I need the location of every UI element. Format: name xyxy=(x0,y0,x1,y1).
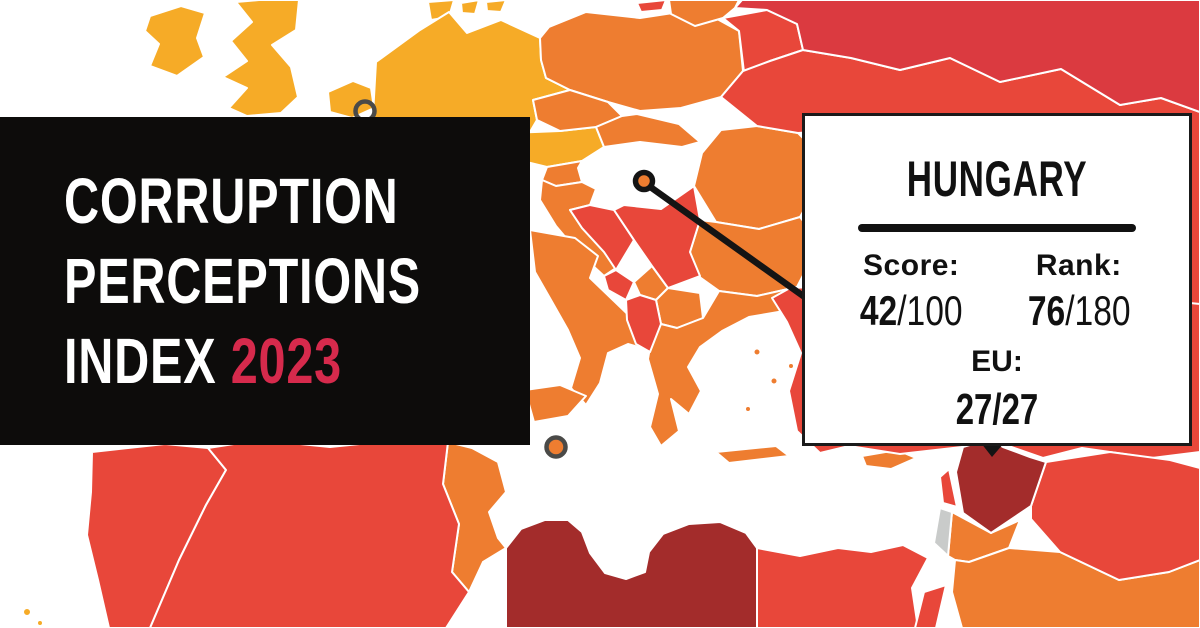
country-ireland xyxy=(144,5,206,77)
country-albania xyxy=(625,294,662,353)
score-stat: Score: 42/100 xyxy=(847,249,975,335)
rank-denominator: /180 xyxy=(1064,287,1131,334)
callout-tail xyxy=(981,443,1004,457)
title-index-word: INDEX xyxy=(64,325,231,397)
country-palestine xyxy=(933,507,953,557)
aegean-islands xyxy=(744,347,795,413)
country-russia xyxy=(734,0,1200,113)
title-year: 2023 xyxy=(230,325,342,397)
rank-stat: Rank: 76/180 xyxy=(1015,249,1143,335)
rank-label: Rank: xyxy=(1035,249,1122,282)
country-sinai xyxy=(914,584,947,628)
country-great-britain xyxy=(222,0,300,117)
score-number: 42 xyxy=(859,287,898,334)
country-italy xyxy=(529,229,662,406)
country-greece xyxy=(647,286,798,447)
country-crete xyxy=(715,445,790,464)
country-serbia xyxy=(613,185,701,289)
country-sicily xyxy=(524,384,587,423)
eu-label: EU: xyxy=(971,345,1023,378)
markers-layer xyxy=(353,99,1004,459)
country-romania xyxy=(693,125,819,230)
canary-islands xyxy=(22,607,44,627)
score-denominator: /100 xyxy=(897,287,963,334)
title-line-1: CORRUPTION xyxy=(64,165,399,237)
score-label: Score: xyxy=(863,249,960,282)
title-line-3: INDEX 2023 xyxy=(64,321,418,401)
callout-stats-row: Score: 42/100 Rank: 76/180 xyxy=(805,232,1189,335)
malta-marker xyxy=(544,435,568,459)
country-kaliningrad xyxy=(636,0,667,13)
country-egypt xyxy=(756,544,929,628)
eu-value: 27/27 xyxy=(955,385,1039,434)
country-libya xyxy=(505,519,758,628)
hungary-marker xyxy=(632,169,656,193)
callout-divider xyxy=(858,224,1136,232)
country-montenegro xyxy=(603,269,635,301)
country-iraq xyxy=(1030,451,1200,581)
rank-number: 76 xyxy=(1027,287,1065,334)
leader-line xyxy=(645,182,810,302)
country-lebanon xyxy=(939,468,958,508)
rank-value: 76/180 xyxy=(1027,287,1130,335)
country-callout-card: HUNGARY Score: 42/100 Rank: 76/180 EU: 2… xyxy=(802,113,1192,446)
title-panel: CORRUPTION PERCEPTIONS INDEX 2023 xyxy=(0,117,530,445)
score-value: 42/100 xyxy=(860,287,963,335)
country-slovakia xyxy=(595,113,701,148)
title-line-2: PERCEPTIONS xyxy=(64,245,422,317)
callout-country-name: HUNGARY xyxy=(906,151,1088,207)
